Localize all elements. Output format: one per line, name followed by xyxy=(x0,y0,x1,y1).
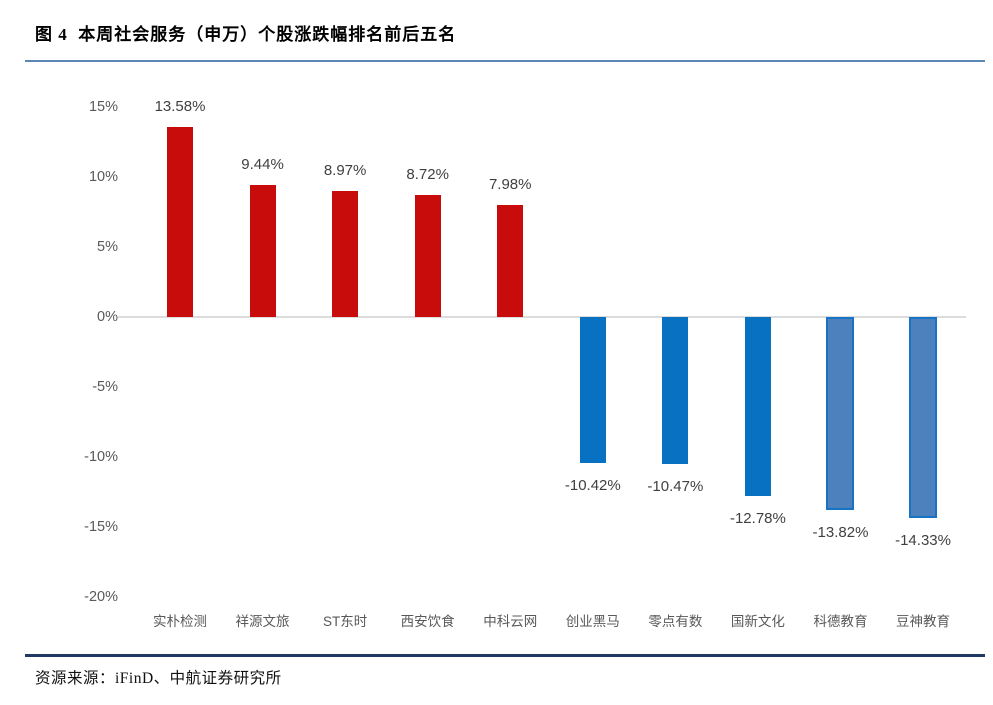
y-axis-tick-label: -10% xyxy=(84,449,118,465)
bar-gain xyxy=(167,126,193,317)
bar-value-label: -12.78% xyxy=(729,509,786,527)
y-axis-tick-label: -15% xyxy=(84,519,118,535)
category-label: 豆神教育 xyxy=(896,614,951,629)
bar-chart: 15% 10% 5% 0% -5% -10% -15% -20% 13.58% 实朴检测 9.44%… xyxy=(0,75,993,653)
bar-gain xyxy=(249,184,276,317)
category-label: 西安饮食 xyxy=(400,614,455,629)
bar-loss xyxy=(826,317,855,511)
category-label: 零点有数 xyxy=(648,614,703,629)
title-divider-line xyxy=(25,60,985,62)
y-axis-tick-label: 5% xyxy=(97,239,118,255)
bar-value-label: -10.47% xyxy=(647,477,704,495)
bar-loss xyxy=(662,317,689,464)
bar-gain xyxy=(414,194,441,317)
bar-value-label: -10.42% xyxy=(564,476,621,494)
source-note: 资源来源：iFinD、中航证券研究所 xyxy=(35,670,282,687)
bar-value-label: 7.98% xyxy=(488,176,532,194)
bar-loss xyxy=(579,317,606,463)
figure-title: 图 4 本周社会服务（申万）个股涨跌幅排名前后五名 xyxy=(35,25,457,44)
bar-loss xyxy=(909,317,938,518)
y-axis-tick-label: -5% xyxy=(92,379,118,395)
y-axis-tick-label: -20% xyxy=(84,589,118,605)
category-label: ST东时 xyxy=(322,614,368,629)
bar-value-label: 8.97% xyxy=(323,162,367,180)
category-label: 中科云网 xyxy=(483,614,538,629)
zero-axis-line xyxy=(118,316,966,318)
category-label: 国新文化 xyxy=(730,614,785,629)
category-label: 祥源文旅 xyxy=(235,614,290,629)
y-axis-tick-label: 0% xyxy=(97,309,118,325)
y-axis-tick-label: 15% xyxy=(88,99,118,115)
bar-value-label: 9.44% xyxy=(241,155,284,173)
y-axis-tick-label: 10% xyxy=(88,169,118,185)
category-label: 实朴检测 xyxy=(153,614,207,629)
bar-gain xyxy=(497,205,524,317)
bar-value-label: -13.82% xyxy=(812,524,869,542)
bar-gain xyxy=(332,191,359,317)
bar-value-label: 8.72% xyxy=(406,165,449,183)
bar-loss xyxy=(744,317,771,496)
bar-value-label: -14.33% xyxy=(895,531,951,549)
category-label: 创业黑马 xyxy=(565,614,620,629)
footer-divider-line xyxy=(25,654,985,657)
bar-value-label: 13.58% xyxy=(154,97,206,115)
category-label: 科德教育 xyxy=(813,614,868,629)
